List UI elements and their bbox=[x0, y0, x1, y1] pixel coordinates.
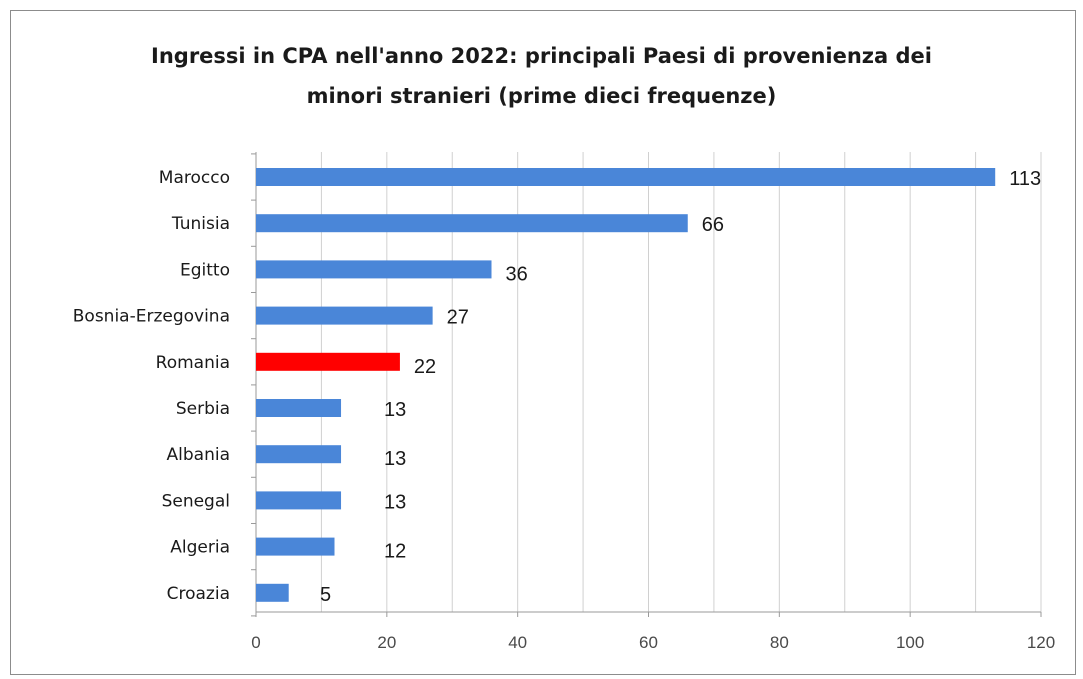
data-label: 12 bbox=[384, 541, 406, 563]
category-label: Serbia bbox=[176, 399, 230, 419]
chart-title-line-2: minori stranieri (prime dieci frequenze) bbox=[306, 84, 777, 108]
category-label: Algeria bbox=[170, 538, 230, 558]
x-tick-label: 20 bbox=[377, 633, 396, 652]
bar-marocco bbox=[256, 168, 996, 186]
category-label: Tunisia bbox=[171, 214, 230, 234]
data-label: 113 bbox=[1009, 168, 1041, 190]
chart-title-line-1: Ingressi in CPA nell'anno 2022: principa… bbox=[151, 44, 932, 68]
data-label: 13 bbox=[384, 491, 406, 513]
category-label: Croazia bbox=[167, 584, 230, 604]
bar-bosnia-erzegovina bbox=[256, 306, 433, 325]
bar-algeria bbox=[256, 537, 335, 556]
x-tick-label: 100 bbox=[896, 633, 924, 652]
data-label: 5 bbox=[320, 584, 331, 606]
category-label: Romania bbox=[156, 353, 230, 373]
category-label: Albania bbox=[167, 445, 230, 465]
data-label: 13 bbox=[384, 399, 406, 421]
x-tick-label: 60 bbox=[639, 633, 658, 652]
category-label: Egitto bbox=[180, 260, 230, 280]
category-label: Bosnia-Erzegovina bbox=[73, 307, 230, 327]
data-label: 13 bbox=[384, 448, 406, 470]
bar-senegal bbox=[256, 491, 342, 510]
category-label: Senegal bbox=[162, 491, 230, 511]
chart-frame bbox=[10, 10, 1076, 675]
x-tick-label: 80 bbox=[770, 633, 789, 652]
x-tick-label: 120 bbox=[1027, 633, 1055, 652]
x-tick-label: 40 bbox=[508, 633, 527, 652]
data-label: 66 bbox=[702, 214, 724, 236]
x-tick-label: 0 bbox=[251, 633, 260, 652]
data-label: 36 bbox=[506, 263, 528, 285]
bar-croazia bbox=[256, 583, 289, 602]
data-label: 27 bbox=[447, 307, 469, 329]
bar-egitto bbox=[256, 260, 492, 279]
bar-serbia bbox=[256, 399, 342, 417]
bar-romania bbox=[256, 352, 400, 371]
data-label: 22 bbox=[414, 356, 436, 378]
bar-tunisia bbox=[256, 214, 688, 233]
bar-albania bbox=[256, 445, 342, 464]
chart-title: Ingressi in CPA nell'anno 2022: principa… bbox=[0, 36, 1083, 116]
category-label: Marocco bbox=[159, 168, 230, 188]
